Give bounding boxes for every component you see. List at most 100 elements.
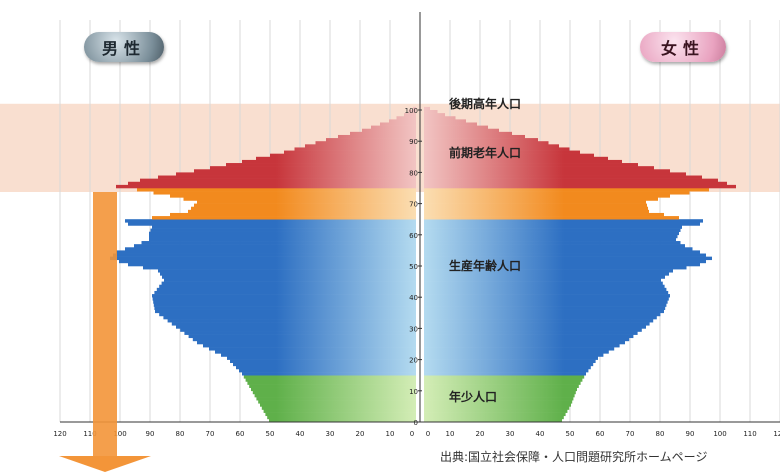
female-bar [424,113,445,117]
female-bar [424,138,538,142]
female-bar [424,309,664,314]
female-bar [424,237,676,242]
female-bar [424,325,646,329]
male-bar [243,375,416,379]
male-bar [254,393,416,398]
female-bar [424,259,706,264]
female-bar [424,406,570,410]
female-bar [424,372,586,376]
female-bar [424,347,615,351]
male-bar [152,225,416,229]
male-bar [270,153,416,158]
male-bar [389,119,416,123]
male-bar [141,241,416,245]
male-bar [396,116,416,120]
female-bar [424,131,512,136]
male-bar [188,334,416,339]
male-bar [164,278,416,282]
female-bar [424,156,608,161]
x-tick-label-male: 40 [296,430,305,438]
x-tick-label-male: 110 [83,430,96,438]
x-tick-label-male: 10 [386,430,395,438]
x-tick-label-female: 20 [476,430,485,438]
female-bar [424,266,687,270]
male-bar [315,141,416,145]
female-bar [424,212,664,217]
x-tick-label-male: 70 [206,430,215,438]
x-tick-label-male: 50 [266,430,275,438]
female-bar [424,362,594,367]
female-bar [424,400,573,404]
female-bar [424,166,654,170]
female-bar [424,331,638,335]
male-bar [239,368,416,373]
down-arrow-head [59,456,151,472]
male-bar [404,113,416,117]
female-bar [424,315,657,320]
male-bar [267,415,416,420]
female-bar [424,172,686,176]
x-tick-label-male: 80 [176,430,185,438]
male-bar [350,131,416,136]
female-bar [424,247,693,251]
female-bar [424,350,609,354]
female-bar [424,150,580,154]
female-bar [424,415,564,420]
male-bar [197,340,416,345]
female-bar [424,231,679,236]
male-bar [153,303,417,307]
female-bar [424,188,709,192]
male-bar [125,247,416,251]
female-bar [424,144,559,148]
female-bar [424,106,430,111]
male-bar [140,178,416,183]
male-bar [242,372,416,376]
male-bar [137,188,416,192]
male-bar [247,381,416,385]
age-tick-label: 20 [409,357,418,365]
female-bar [424,297,669,301]
male-bar [158,269,416,273]
x-tick-label-female: 120 [773,430,780,438]
female-bar [424,159,622,164]
female-bar [424,153,594,158]
female-bar [424,191,690,195]
female-bar [424,393,575,398]
female-bar [424,250,700,254]
age-tick-label: 50 [409,263,418,271]
male-bar [371,125,416,130]
female-bar [424,147,570,151]
female-bar [424,178,718,183]
female-bar [424,194,670,198]
male-bar [362,128,416,133]
female-bar [424,206,648,211]
female-bar [424,203,647,208]
segment-label-early-elderly: 前期老年人口 [449,146,522,160]
male-bar [263,409,416,413]
male-bar [260,403,416,407]
male-bar [128,222,416,226]
age-tick-label: 0 [414,419,418,427]
male-bar [113,253,416,257]
female-bar [424,403,571,407]
female-bar [424,375,585,379]
male-bar [176,325,416,329]
female-bar [424,225,682,229]
female-bar [424,141,549,145]
male-bar [110,256,416,261]
female-bar [424,244,685,248]
male-bar [170,194,416,198]
female-bar [424,368,589,373]
male-bar [258,400,416,404]
female-bar [424,378,583,382]
male-bar [184,331,416,335]
male-bar [380,122,416,126]
male-bar [194,203,416,208]
male-bar [215,350,416,354]
male-bar [119,259,416,264]
female-bar [424,312,661,317]
female-bar [424,340,625,345]
male-bar [256,156,416,161]
